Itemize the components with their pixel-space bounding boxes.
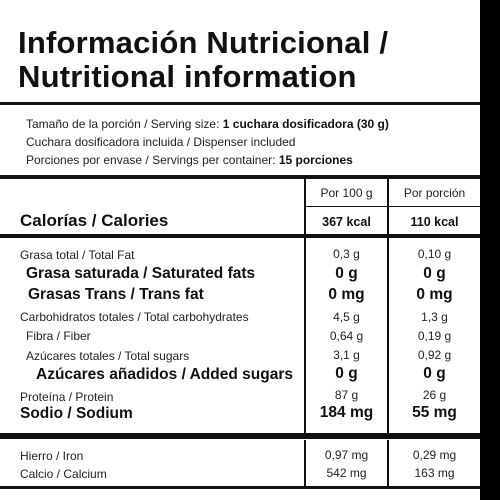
servings-label: Porciones por envase / Servings per cont… [26,153,279,167]
nutrition-label: Información Nutricional / Nutritional in… [0,0,480,500]
nutrient-per-100g: 0,64 g [329,329,364,343]
minerals-divider [0,433,480,439]
mineral-per-100g: 542 mg [326,466,367,480]
nutrient-per-100g: 4,5 g [333,310,360,324]
mineral-per-serving: 0,29 mg [412,448,457,462]
nutrient-per-serving: 0,19 g [417,329,452,343]
label-title: Información Nutricional / Nutritional in… [18,26,388,94]
title-line-1: Información Nutricional / [18,25,389,60]
nutrient-label: Sodio / Sodium [20,405,133,422]
serving-size-label: Tamaño de la porción / Serving size: [26,117,223,131]
servings-value: 15 porciones [278,153,353,167]
mineral-per-100g: 0,97 mg [324,448,369,462]
nutrient-per-serving: 0 g [423,265,446,282]
nutrient-per-100g: 184 mg [319,404,374,421]
column-separator-right-minerals [387,440,389,486]
nutrient-per-100g: 0,3 g [333,247,360,261]
mineral-label: Calcio / Calcium [20,467,107,481]
nutrient-label: Grasa saturada / Saturated fats [26,265,256,282]
dispenser-note: Cuchara dosificadora incluida / Dispense… [26,135,295,149]
nutrient-label: Azúcares totales / Total sugars [26,349,190,363]
calories-label: Calorías / Calories [20,211,169,230]
nutrient-per-serving: 0 g [423,365,446,382]
column-separator-right [387,179,389,435]
serving-size-value: 1 cuchara dosificadora (30 g) [222,117,389,131]
nutrient-per-serving: 0,10 g [417,247,452,261]
nutrient-per-100g: 3,1 g [333,348,360,362]
nutrient-per-serving: 26 g [422,388,447,402]
nutrient-label: Fibra / Fiber [26,329,91,343]
title-line-2: Nutritional information [18,59,357,94]
bottom-divider [0,486,480,489]
nutrient-label: Proteína / Protein [20,390,114,404]
title-divider [0,102,480,105]
mineral-per-serving: 163 mg [414,466,455,480]
nutrient-label: Grasas Trans / Trans fat [28,286,204,303]
table-top-divider [0,175,480,179]
nutrient-label: Grasa total / Total Fat [20,248,135,262]
nutrient-per-100g: 0 mg [328,286,365,303]
nutrient-per-serving: 0,92 g [417,348,452,362]
nutrient-per-serving: 0 mg [416,286,453,303]
column-header-per-serving: Por porción [403,186,466,200]
nutrient-label: Azúcares añadidos / Added sugars [36,366,293,383]
mineral-label: Hierro / Iron [20,449,84,463]
nutrient-per-100g: 0 g [335,265,358,282]
nutrient-per-100g: 87 g [334,388,359,402]
servings-per-container: Porciones por envase / Servings per cont… [26,153,353,167]
nutrient-per-serving: 1,3 g [421,310,448,324]
calories-per-100g: 367 kcal [322,215,371,229]
calories-divider [0,234,480,238]
calories-per-serving: 110 kcal [410,215,459,229]
dispenser-text: Cuchara dosificadora incluida / Dispense… [26,135,296,149]
column-separator-left-minerals [304,440,306,486]
column-header-underline [306,206,480,207]
column-header-per-100g: Por 100 g [320,186,373,200]
serving-size: Tamaño de la porción / Serving size: 1 c… [26,117,389,131]
column-separator-left [304,179,306,435]
nutrient-per-100g: 0 g [335,365,358,382]
nutrient-per-serving: 55 mg [412,404,457,421]
nutrient-label: Carbohidratos totales / Total carbohydra… [20,310,249,324]
